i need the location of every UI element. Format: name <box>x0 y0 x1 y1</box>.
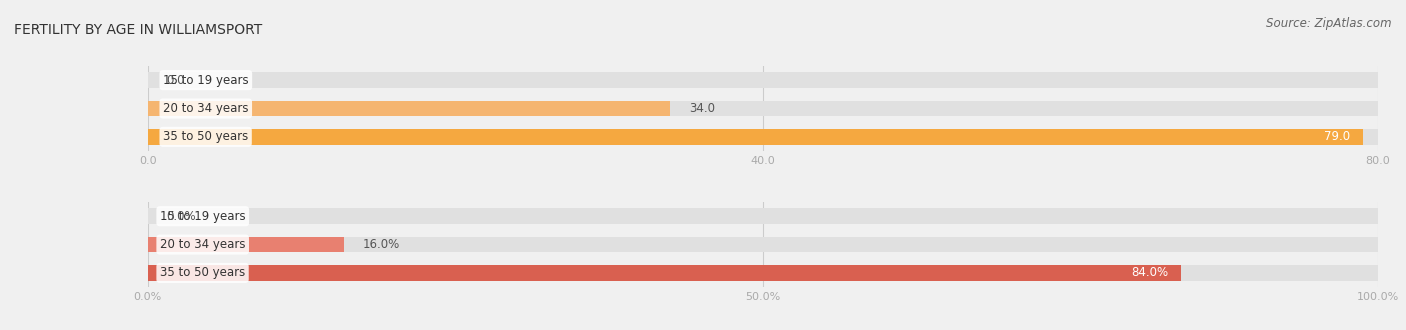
Text: 16.0%: 16.0% <box>363 238 401 251</box>
Text: 84.0%: 84.0% <box>1132 266 1168 280</box>
Text: 15 to 19 years: 15 to 19 years <box>163 74 249 87</box>
Text: 0.0%: 0.0% <box>166 210 195 223</box>
Bar <box>148 265 1181 281</box>
Text: 15 to 19 years: 15 to 19 years <box>160 210 246 223</box>
Text: 35 to 50 years: 35 to 50 years <box>160 266 245 280</box>
Bar <box>148 265 1378 281</box>
Text: 20 to 34 years: 20 to 34 years <box>163 102 249 115</box>
Text: FERTILITY BY AGE IN WILLIAMSPORT: FERTILITY BY AGE IN WILLIAMSPORT <box>14 23 263 37</box>
Bar <box>148 237 344 252</box>
Text: 79.0: 79.0 <box>1324 130 1350 143</box>
Text: 34.0: 34.0 <box>689 102 714 115</box>
Bar <box>148 237 1378 252</box>
Text: Source: ZipAtlas.com: Source: ZipAtlas.com <box>1267 16 1392 29</box>
Bar <box>148 129 1378 145</box>
Bar <box>148 101 1378 116</box>
Text: 0.0: 0.0 <box>166 74 184 87</box>
Bar <box>148 72 1378 88</box>
Bar <box>148 209 1378 224</box>
Text: 35 to 50 years: 35 to 50 years <box>163 130 249 143</box>
Text: 20 to 34 years: 20 to 34 years <box>160 238 246 251</box>
Bar <box>148 129 1362 145</box>
Bar <box>148 101 671 116</box>
